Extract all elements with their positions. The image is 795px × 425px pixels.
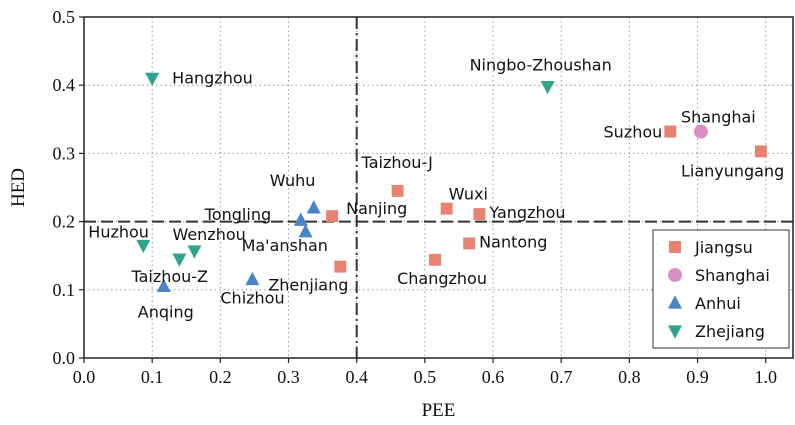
- data-point-anhui: [156, 278, 171, 292]
- plot-frame: [83, 16, 794, 359]
- point-label: Hangzhou: [172, 68, 253, 87]
- point-label: Ningbo-Zhoushan: [470, 56, 612, 75]
- data-point-jiangsu: [473, 208, 486, 221]
- legend-label: Shanghai: [695, 266, 770, 285]
- point-label: Wenzhou: [172, 225, 245, 244]
- data-point-jiangsu: [463, 237, 476, 250]
- x-tick-label: 0.2: [209, 367, 232, 387]
- data-point-anhui: [245, 271, 260, 286]
- x-tick-label: 0.3: [277, 367, 300, 387]
- x-axis-title: PEE: [422, 400, 456, 421]
- point-label: Anqing: [138, 302, 194, 321]
- legend-marker-shanghai: [668, 268, 682, 282]
- data-point-shanghai: [693, 124, 708, 139]
- data-point-zhejiang: [172, 253, 187, 267]
- x-tick-label: 1.0: [754, 367, 777, 387]
- reference-lines: [84, 17, 793, 358]
- x-tick-label: 0.8: [618, 367, 641, 387]
- legend-marker-jiangsu: [669, 241, 681, 253]
- y-tick-label: 0.2: [53, 212, 76, 232]
- point-label: Huzhou: [88, 222, 149, 241]
- point-label: Wuxi: [449, 185, 488, 204]
- data-point-jiangsu: [391, 184, 404, 197]
- data-point-jiangsu: [755, 145, 767, 158]
- data-point-jiangsu: [334, 260, 347, 273]
- data-point-zhejiang: [145, 72, 160, 87]
- data-point-jiangsu: [326, 210, 339, 223]
- legend: Jiangsu Shanghai Anhui Zhejiang: [652, 229, 790, 349]
- point-label: Wuhu: [270, 171, 316, 190]
- point-label: Ma'anshan: [242, 236, 328, 255]
- data-point-zhejiang: [540, 80, 555, 95]
- y-tick-label: 0.4: [53, 75, 76, 95]
- data-point-jiangsu: [440, 202, 453, 215]
- x-tick-label: 0.7: [550, 367, 573, 387]
- legend-marker-anhui: [668, 295, 682, 309]
- axis-ticks: 0.0 0.1 0.2 0.3 0.4 0.5 0.6 0.7 0.8 0.9 1.0 0.0 0.1 0…: [53, 7, 777, 387]
- x-tick-label: 0.9: [686, 367, 709, 387]
- point-label: Yangzhou: [488, 203, 565, 222]
- legend-label: Zhejiang: [695, 322, 765, 341]
- x-tick-label: 0.6: [482, 367, 505, 387]
- point-label: Shanghai: [681, 108, 756, 127]
- y-tick-label: 0.5: [53, 7, 76, 27]
- data-points: [136, 72, 767, 292]
- legend-marker-zhejiang: [668, 325, 682, 339]
- data-point-zhejiang: [187, 245, 202, 259]
- x-tick-label: 0.4: [345, 367, 368, 387]
- y-tick-label: 0.3: [53, 143, 76, 163]
- data-point-jiangsu: [664, 125, 677, 138]
- data-point-anhui: [306, 200, 321, 214]
- point-label: Nanjing: [346, 199, 407, 218]
- legend-label: Anhui: [695, 294, 741, 313]
- point-label: Chizhou: [220, 289, 284, 308]
- point-label: Tongling: [204, 205, 271, 224]
- point-label: Taizhou-J: [361, 153, 433, 172]
- legend-label: Jiangsu: [694, 238, 753, 257]
- point-label: Zhenjiang: [268, 276, 348, 295]
- y-axis-title: HED: [8, 168, 29, 207]
- data-point-jiangsu: [429, 253, 442, 266]
- x-tick-label: 0.0: [73, 367, 96, 387]
- data-point-anhui: [293, 212, 308, 226]
- data-point-zhejiang: [136, 239, 151, 254]
- y-tick-label: 0.1: [53, 280, 76, 300]
- point-label: Lianyungang: [681, 161, 784, 180]
- data-point-anhui: [298, 224, 313, 238]
- x-tick-label: 0.1: [141, 367, 164, 387]
- point-label: Suzhou: [604, 123, 663, 142]
- point-label: Nantong: [479, 232, 547, 251]
- y-tick-label: 0.0: [53, 348, 76, 368]
- x-tick-label: 0.5: [414, 367, 437, 387]
- point-label: Changzhou: [397, 269, 487, 288]
- point-label: Taizhou-Z: [130, 267, 208, 286]
